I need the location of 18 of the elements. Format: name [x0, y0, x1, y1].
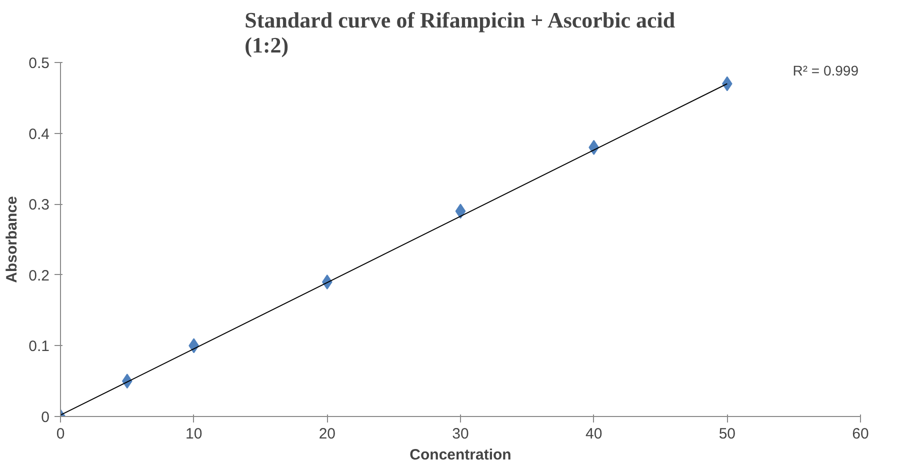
chart-title: Standard curve of Rifampicin + Ascorbic acid (1:2)	[244, 8, 676, 58]
x-axis-title: Concentration	[410, 446, 512, 464]
y-tick-label: 0	[41, 409, 50, 426]
x-tick-label: 10	[185, 426, 202, 442]
x-tick-label: 0	[56, 426, 65, 442]
y-tick-label: 0.2	[28, 267, 50, 284]
y-tick-label: 0.4	[28, 126, 50, 143]
x-tick-label: 50	[718, 426, 736, 442]
y-tick-label: 0.1	[28, 338, 50, 356]
y-axis-title: Absorbance	[4, 196, 21, 283]
x-tick-label: 20	[318, 426, 336, 442]
x-tick-label: 60	[852, 426, 869, 442]
y-tick-label: 0.5	[28, 55, 50, 72]
point	[455, 204, 466, 219]
annotation: R² = 0.999	[792, 62, 859, 78]
y-tick-label: 0.3	[28, 196, 50, 214]
x-tick-label: 40	[585, 426, 602, 442]
x-tick-label: 30	[452, 426, 469, 442]
